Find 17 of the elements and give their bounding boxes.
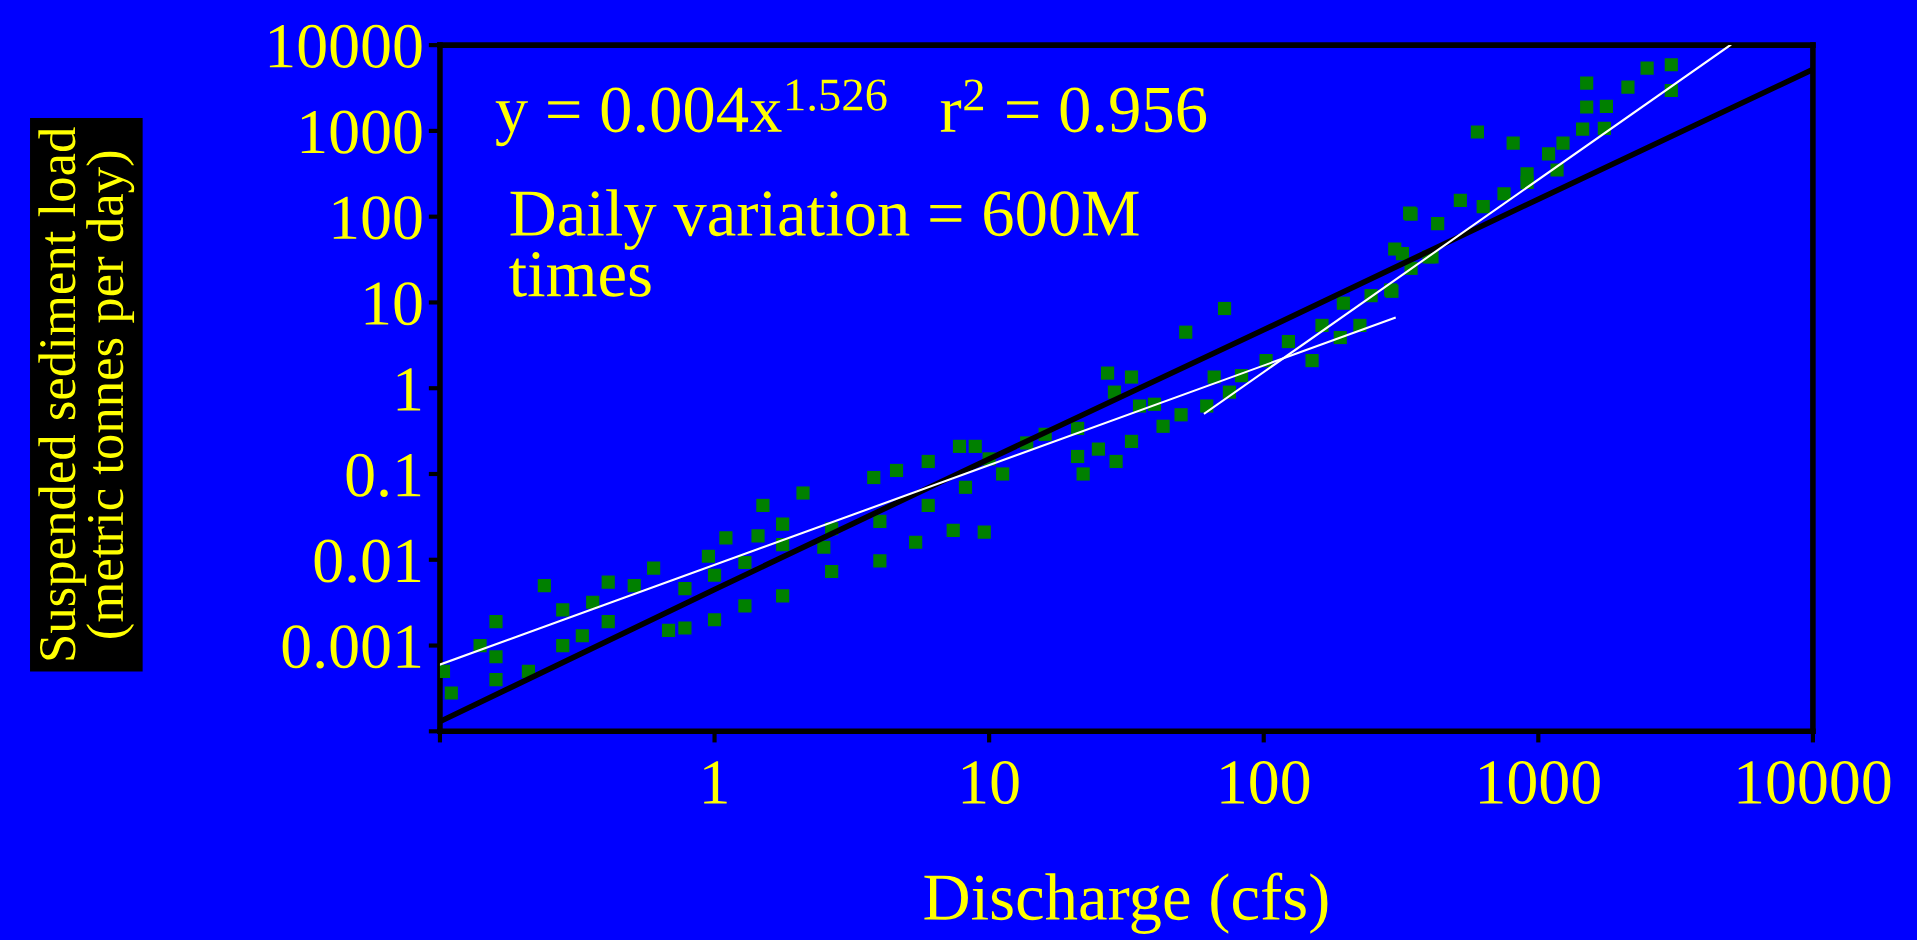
y-tick-label: 10000 xyxy=(269,24,422,68)
x-tick-label: 10 xyxy=(962,760,1019,805)
y-tick-label: 100 xyxy=(333,196,422,240)
y-tick-label: 1 xyxy=(397,368,421,411)
y-tick-label: 0.1 xyxy=(346,453,421,498)
x-tick-label: 1000 xyxy=(1480,760,1600,805)
annotation: Daily variation = 600M times xyxy=(509,189,1139,297)
y-tick-label: 0.01 xyxy=(314,539,421,583)
x-tick-label: 10000 xyxy=(1738,760,1891,805)
annotation: y = 0.004x$^{1.526}$ r$^{2}$ = 0.956 xyxy=(495,79,1207,147)
y-tick-label: 1000 xyxy=(301,110,422,154)
y-tick-label: 0.001 xyxy=(282,625,421,669)
y-axis-title: Suspended sediment load (metric tonnes per day) xyxy=(38,127,135,660)
y-tick-label: 10 xyxy=(365,282,422,326)
x-tick-label: 1 xyxy=(704,761,727,804)
x-tick-label: 100 xyxy=(1221,760,1310,805)
x-axis-title: Discharge (cfs) xyxy=(924,872,1328,934)
